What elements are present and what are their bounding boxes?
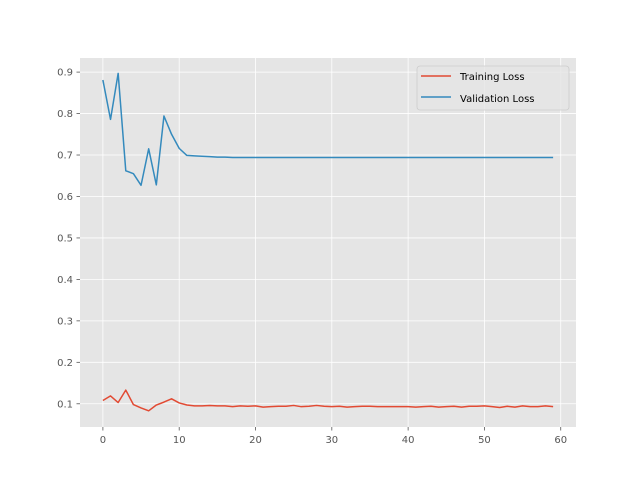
y-tick-label: 0.3 bbox=[57, 316, 73, 327]
x-tick-label: 50 bbox=[478, 435, 491, 446]
y-tick-label: 0.4 bbox=[57, 275, 73, 286]
x-tick-label: 20 bbox=[249, 435, 262, 446]
x-tick-label: 0 bbox=[100, 435, 106, 446]
legend-label-validation-loss: Validation Loss bbox=[460, 94, 535, 105]
x-tick-label: 10 bbox=[173, 435, 186, 446]
y-tick-label: 0.5 bbox=[57, 233, 73, 244]
legend: Training Loss Validation Loss bbox=[416, 65, 570, 111]
series-line-validation-loss bbox=[102, 72, 554, 187]
series-lines bbox=[102, 72, 554, 412]
legend-label-training-loss: Training Loss bbox=[459, 72, 525, 83]
grid-lines bbox=[80, 58, 576, 427]
plot-area-background bbox=[80, 58, 576, 427]
x-tick-label: 40 bbox=[402, 435, 415, 446]
x-tick-label: 60 bbox=[554, 435, 567, 446]
x-axis-ticks: 0 10 20 30 40 50 60 bbox=[100, 427, 567, 446]
x-tick-label: 30 bbox=[325, 435, 338, 446]
y-tick-label: 0.8 bbox=[57, 109, 73, 120]
y-tick-label: 0.7 bbox=[57, 151, 73, 162]
y-tick-label: 0.1 bbox=[57, 399, 73, 410]
y-axis-ticks: 0.1 0.2 0.3 0.4 0.5 0.6 0.7 0.8 0.9 bbox=[57, 68, 80, 410]
y-tick-label: 0.6 bbox=[57, 192, 73, 203]
y-tick-label: 0.9 bbox=[57, 68, 73, 79]
series-line-training-loss bbox=[102, 389, 554, 412]
legend-box bbox=[416, 65, 570, 111]
y-tick-label: 0.2 bbox=[57, 358, 73, 369]
